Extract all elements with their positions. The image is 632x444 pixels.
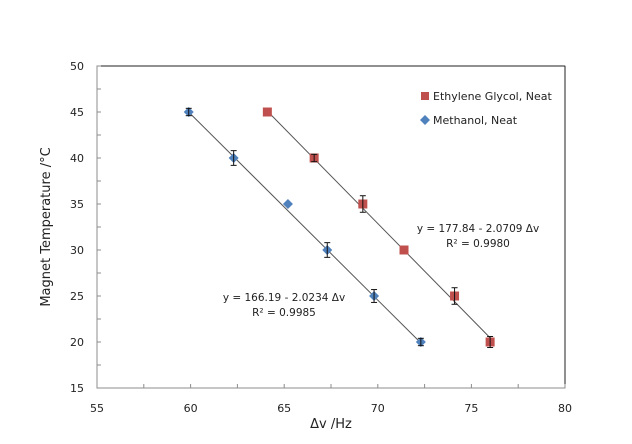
fit-r2-ethylene-glycol: R² = 0.9980	[446, 238, 510, 250]
diamond-marker	[282, 199, 293, 209]
fit-r2-methanol: R² = 0.9985	[252, 307, 316, 319]
data-point	[282, 199, 293, 209]
legend-label-methanol: Methanol, Neat	[433, 114, 518, 127]
data-point	[369, 289, 380, 303]
y-tick-label: 15	[70, 382, 84, 395]
fit-lines	[188, 111, 495, 343]
fit-equation-methanol: y = 166.19 - 2.0234 Δv	[223, 292, 345, 304]
square-marker	[262, 107, 272, 117]
legend-marker-methanol	[420, 115, 430, 125]
data-point	[309, 153, 319, 163]
x-tick-label: 80	[558, 402, 572, 415]
data-point	[183, 107, 194, 117]
data-point	[399, 245, 409, 255]
fit-annotation-ethylene-glycol: y = 177.84 - 2.0709 Δv R² = 0.9980	[417, 223, 539, 250]
y-tick-label: 35	[70, 198, 84, 211]
fit-line	[267, 111, 495, 343]
square-marker	[399, 245, 409, 255]
x-tick-label: 55	[90, 402, 104, 415]
x-tick-label: 75	[464, 402, 478, 415]
y-axis-title: Magnet Temperature /°C	[39, 147, 54, 306]
data-point	[358, 195, 368, 213]
data-point	[415, 337, 426, 347]
data-points	[183, 107, 495, 349]
fit-equation-ethylene-glycol: y = 177.84 - 2.0709 Δv	[417, 223, 539, 235]
data-point	[228, 150, 239, 166]
y-tick-label: 20	[70, 336, 84, 349]
legend-label-ethylene-glycol: Ethylene Glycol, Neat	[433, 90, 552, 103]
data-point	[322, 242, 333, 258]
data-point	[450, 287, 460, 305]
fit-annotation-methanol: y = 166.19 - 2.0234 Δv R² = 0.9985	[223, 292, 345, 319]
y-tick-label: 50	[70, 60, 84, 73]
legend: Ethylene Glycol, Neat Methanol, Neat	[420, 90, 552, 127]
legend-marker-ethylene-glycol	[421, 92, 429, 100]
data-point	[485, 335, 495, 349]
x-tick-label: 70	[371, 402, 385, 415]
fit-line	[188, 111, 421, 343]
y-tick-label: 25	[70, 290, 84, 303]
data-point	[262, 107, 272, 117]
x-axis-title: Δv /Hz	[310, 417, 352, 432]
y-tick-label: 45	[70, 106, 84, 119]
x-tick-label: 60	[184, 402, 198, 415]
x-tick-label: 65	[277, 402, 291, 415]
axis-ticks: 55 60 65 70 75 80 15 20 25 30 35 40 45 50	[70, 60, 572, 415]
y-tick-label: 30	[70, 244, 84, 257]
y-tick-label: 40	[70, 152, 84, 165]
